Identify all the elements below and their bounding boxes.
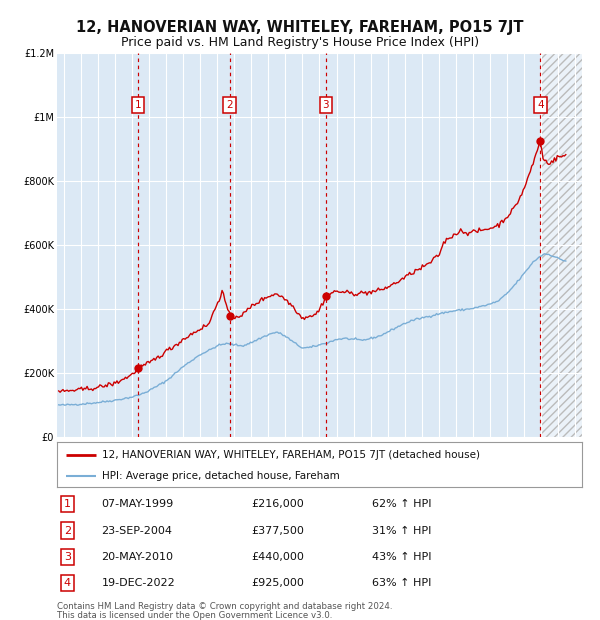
Text: 3: 3: [64, 552, 71, 562]
Text: £440,000: £440,000: [251, 552, 304, 562]
Bar: [541, 53, 582, 437]
Text: 1: 1: [134, 100, 141, 110]
Text: 4: 4: [64, 578, 71, 588]
Text: 63% ↑ HPI: 63% ↑ HPI: [372, 578, 431, 588]
Text: 12, HANOVERIAN WAY, WHITELEY, FAREHAM, PO15 7JT: 12, HANOVERIAN WAY, WHITELEY, FAREHAM, P…: [76, 20, 524, 35]
Text: 31% ↑ HPI: 31% ↑ HPI: [372, 526, 431, 536]
Text: This data is licensed under the Open Government Licence v3.0.: This data is licensed under the Open Gov…: [57, 611, 332, 619]
Text: £216,000: £216,000: [251, 499, 304, 509]
Text: 62% ↑ HPI: 62% ↑ HPI: [372, 499, 431, 509]
Text: 2: 2: [226, 100, 233, 110]
Text: Contains HM Land Registry data © Crown copyright and database right 2024.: Contains HM Land Registry data © Crown c…: [57, 602, 392, 611]
Text: HPI: Average price, detached house, Fareham: HPI: Average price, detached house, Fare…: [101, 471, 340, 480]
Text: £377,500: £377,500: [251, 526, 304, 536]
Text: 12, HANOVERIAN WAY, WHITELEY, FAREHAM, PO15 7JT (detached house): 12, HANOVERIAN WAY, WHITELEY, FAREHAM, P…: [101, 450, 479, 459]
Text: 4: 4: [537, 100, 544, 110]
Text: Price paid vs. HM Land Registry's House Price Index (HPI): Price paid vs. HM Land Registry's House …: [121, 36, 479, 48]
Text: 23-SEP-2004: 23-SEP-2004: [101, 526, 173, 536]
Text: 07-MAY-1999: 07-MAY-1999: [101, 499, 174, 509]
Text: £925,000: £925,000: [251, 578, 304, 588]
Bar: [541, 53, 582, 437]
Text: 43% ↑ HPI: 43% ↑ HPI: [372, 552, 431, 562]
Text: 1: 1: [64, 499, 71, 509]
Text: 19-DEC-2022: 19-DEC-2022: [101, 578, 175, 588]
Text: 3: 3: [322, 100, 329, 110]
Text: 20-MAY-2010: 20-MAY-2010: [101, 552, 173, 562]
Text: 2: 2: [64, 526, 71, 536]
